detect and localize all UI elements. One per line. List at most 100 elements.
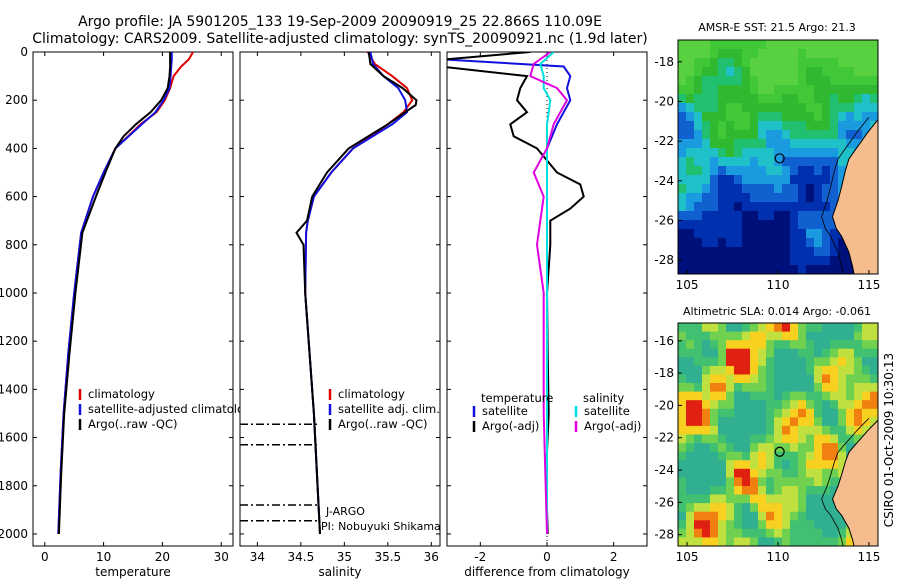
map-cell xyxy=(774,511,783,521)
map-cell xyxy=(718,400,727,410)
map-cell xyxy=(862,391,871,401)
map-cell xyxy=(798,256,807,266)
map-cell xyxy=(830,323,839,333)
map-cell xyxy=(758,103,767,113)
x-tick-label: 20 xyxy=(155,550,170,564)
map-cell xyxy=(782,94,791,104)
map-cell xyxy=(742,408,751,418)
map-cell xyxy=(742,256,751,266)
map-cell xyxy=(774,348,783,358)
map-cell xyxy=(822,520,831,530)
map-cell xyxy=(694,503,703,513)
map-cell xyxy=(870,76,878,86)
map-cell xyxy=(846,537,855,546)
map-cell xyxy=(822,400,831,410)
map-cell xyxy=(678,477,687,487)
map-cell xyxy=(710,400,719,410)
map-cell xyxy=(790,486,799,496)
map-cell xyxy=(838,460,847,470)
map-cell xyxy=(782,76,791,86)
map-cell xyxy=(742,166,751,176)
map-cell xyxy=(702,166,711,176)
map-cell xyxy=(766,40,775,50)
map-cell xyxy=(678,202,687,212)
map-cell xyxy=(718,112,727,122)
map-cell xyxy=(806,238,815,248)
map-cell xyxy=(726,139,735,149)
map-cell xyxy=(734,451,743,461)
map-cell xyxy=(758,265,767,274)
map-cell xyxy=(782,112,791,122)
map-cell xyxy=(846,139,855,149)
map-cell xyxy=(766,383,775,393)
map-cell xyxy=(806,468,815,478)
map-cell xyxy=(830,193,839,203)
map-cell xyxy=(862,425,871,436)
map-cell xyxy=(830,58,839,68)
map-cell xyxy=(814,121,823,131)
map-cell xyxy=(798,121,807,131)
map-cell xyxy=(686,238,695,248)
map-cell xyxy=(806,139,815,149)
map-cell xyxy=(710,229,719,239)
map-cell xyxy=(822,425,831,436)
map-cell xyxy=(726,40,735,50)
map-cell xyxy=(702,365,711,376)
map-cell xyxy=(726,103,735,113)
map-cell xyxy=(798,340,807,350)
map-cell xyxy=(718,85,727,95)
map-cell xyxy=(798,537,807,546)
map-cell xyxy=(862,103,871,113)
map-cell xyxy=(710,494,719,504)
map-cell xyxy=(774,103,783,113)
map-cell xyxy=(678,175,687,185)
map-cell xyxy=(854,49,863,59)
map-cell xyxy=(774,383,783,393)
map-cell xyxy=(846,357,855,367)
map-cell xyxy=(686,121,695,131)
map-cell xyxy=(718,184,727,194)
map-cell xyxy=(814,112,823,122)
map-cell xyxy=(798,148,807,158)
map-cell xyxy=(838,121,847,131)
map-cell xyxy=(830,537,839,546)
map-cell xyxy=(838,331,847,341)
map-cell xyxy=(686,94,695,104)
map-cell xyxy=(862,357,871,367)
map-cell xyxy=(766,166,775,176)
map-cell xyxy=(678,400,687,410)
temperature-profile-panel: 0 200 400 600 800 1000 1200 1400 1600 1800 2000 0 10… xyxy=(0,45,258,579)
map-cell xyxy=(758,211,767,221)
y-tick-label: -26 xyxy=(654,213,674,227)
map-cell xyxy=(702,49,711,59)
annotation-pi-name: PI: Nobuyuki Shikama xyxy=(321,520,441,533)
map-cell xyxy=(686,193,695,203)
legend-entry: climatology xyxy=(338,387,405,401)
map-cell xyxy=(710,340,719,350)
map-cell xyxy=(678,468,687,478)
map-cell xyxy=(806,85,815,95)
map-cell xyxy=(726,121,735,131)
map-cell xyxy=(734,67,743,77)
map-cell xyxy=(806,528,815,538)
map-cell xyxy=(702,202,711,212)
map-cell xyxy=(870,323,878,333)
map-cell xyxy=(798,220,807,230)
map-cell xyxy=(686,211,695,221)
map-cell xyxy=(822,58,831,68)
map-cell xyxy=(822,365,831,376)
map-cell xyxy=(694,494,703,504)
map-cell xyxy=(766,486,775,496)
map-cell xyxy=(750,520,759,530)
map-cell xyxy=(718,238,727,248)
map-cell xyxy=(822,486,831,496)
map-cell xyxy=(854,348,863,358)
map-cell xyxy=(862,76,871,86)
map-cell xyxy=(798,67,807,77)
map-cell xyxy=(790,348,799,358)
map-cell xyxy=(814,76,823,86)
map-cell xyxy=(790,85,799,95)
map-cell xyxy=(694,94,703,104)
map-cell xyxy=(750,365,759,376)
map-cell xyxy=(734,503,743,513)
